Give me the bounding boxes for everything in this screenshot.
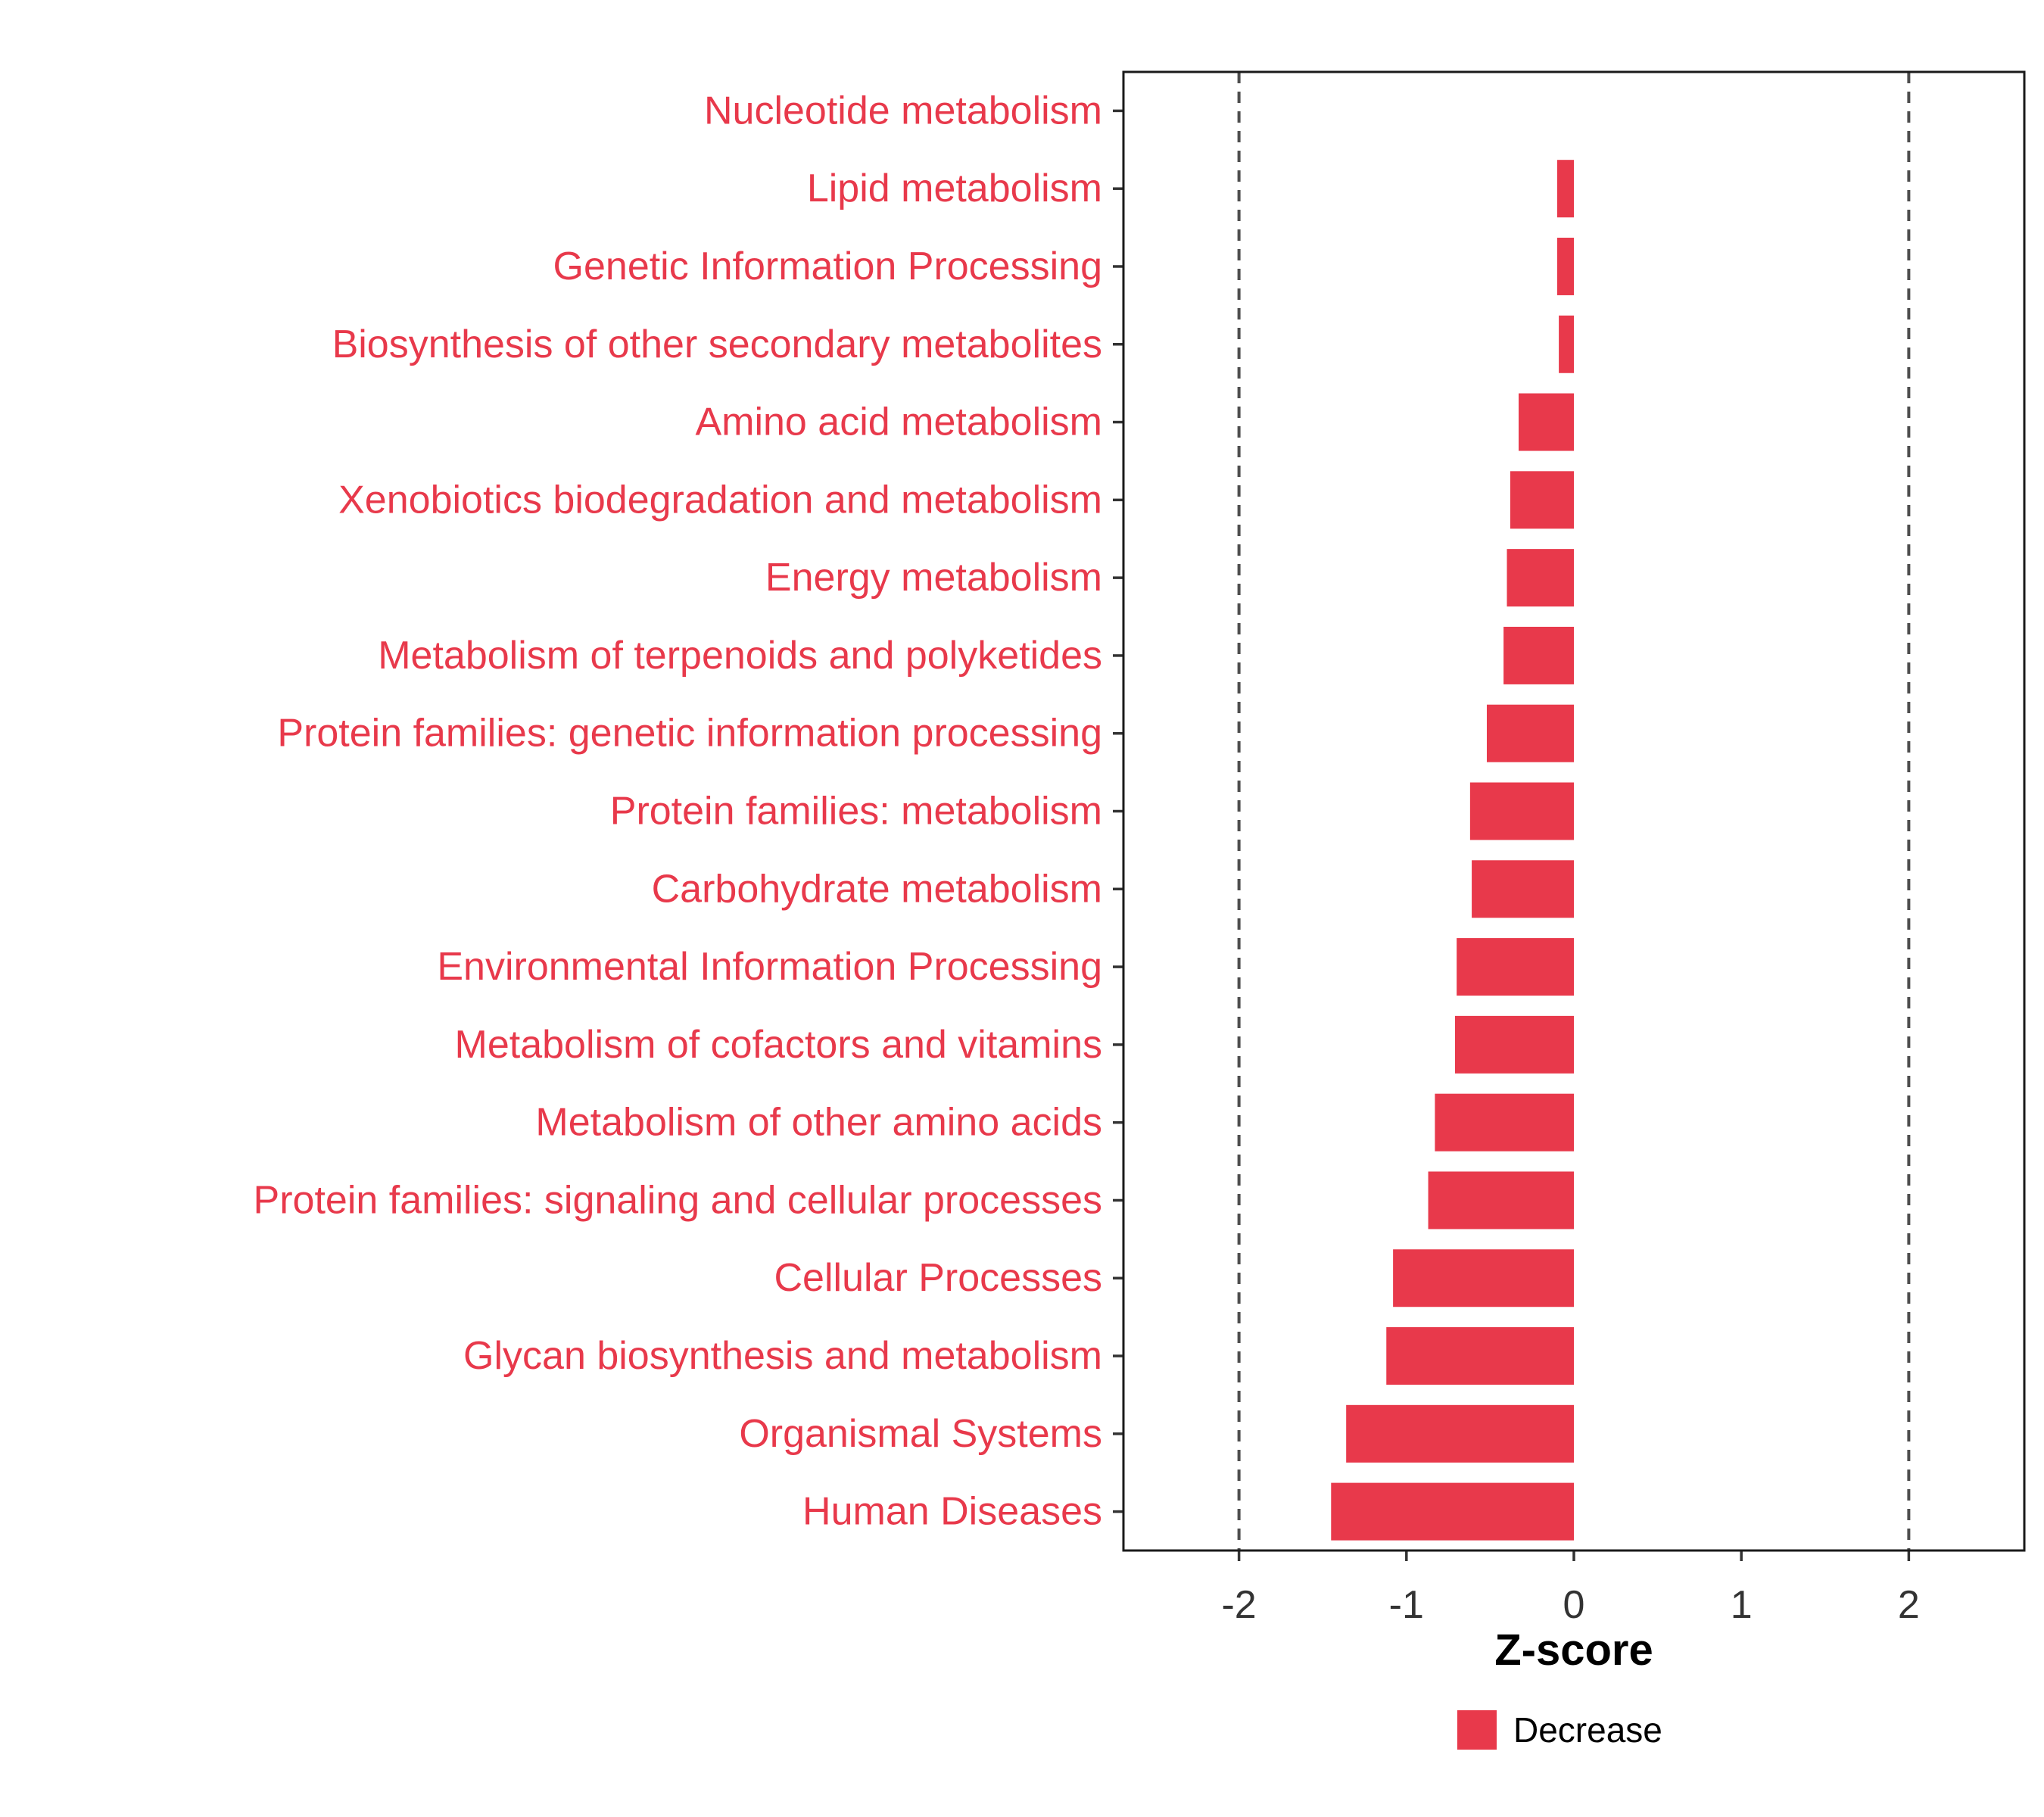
bar	[1472, 860, 1574, 918]
bar	[1510, 471, 1574, 529]
category-label: Genetic Information Processing	[553, 245, 1102, 288]
x-tick-label: -1	[1389, 1583, 1424, 1627]
bar	[1428, 1171, 1574, 1230]
category-label: Carbohydrate metabolism	[652, 867, 1102, 911]
category-label: Organismal Systems	[739, 1412, 1102, 1456]
bar	[1331, 1482, 1574, 1541]
category-label: Metabolism of terpenoids and polyketides	[378, 634, 1102, 678]
x-tick-label: 1	[1731, 1583, 1753, 1627]
category-label: Cellular Processes	[774, 1256, 1103, 1300]
category-label: Protein families: genetic information pr…	[277, 712, 1102, 756]
bar	[1346, 1404, 1574, 1463]
x-tick-label: 2	[1898, 1583, 1920, 1627]
legend-swatch-decrease	[1457, 1710, 1497, 1750]
bar	[1503, 626, 1574, 684]
category-label: Amino acid metabolism	[695, 400, 1102, 444]
category-label: Nucleotide metabolism	[704, 89, 1102, 132]
category-label: Protein families: metabolism	[610, 790, 1102, 834]
bar	[1469, 782, 1574, 840]
bar	[1454, 1015, 1574, 1074]
category-label: Metabolism of cofactors and vitamins	[455, 1023, 1102, 1067]
category-label: Xenobiotics biodegradation and metabolis…	[338, 478, 1102, 522]
category-label: Protein families: signaling and cellular…	[254, 1178, 1102, 1222]
category-label: Biosynthesis of other secondary metaboli…	[332, 323, 1102, 366]
bar	[1556, 160, 1574, 218]
bar	[1559, 315, 1574, 373]
category-label: Metabolism of other amino acids	[535, 1101, 1102, 1145]
bar	[1507, 549, 1574, 607]
category-label: Environmental Information Processing	[437, 945, 1102, 989]
category-label: Lipid metabolism	[807, 167, 1102, 210]
category-label: Glycan biosynthesis and metabolism	[463, 1334, 1102, 1378]
x-axis-title: Z-score	[1494, 1625, 1653, 1675]
x-tick-label: -2	[1221, 1583, 1256, 1627]
bar	[1457, 938, 1574, 996]
bar	[1519, 393, 1574, 451]
panel-border	[1122, 70, 2026, 1552]
bar	[1393, 1249, 1574, 1307]
bar	[1435, 1093, 1574, 1152]
legend-label: Decrease	[1513, 1710, 1662, 1750]
bar	[1386, 1327, 1574, 1385]
bar	[1486, 704, 1574, 762]
legend: Decrease	[1457, 1709, 1662, 1750]
category-label: Human Diseases	[802, 1490, 1102, 1534]
bar	[1556, 237, 1574, 295]
x-tick-label: 0	[1563, 1583, 1585, 1627]
category-label: Energy metabolism	[765, 556, 1102, 600]
